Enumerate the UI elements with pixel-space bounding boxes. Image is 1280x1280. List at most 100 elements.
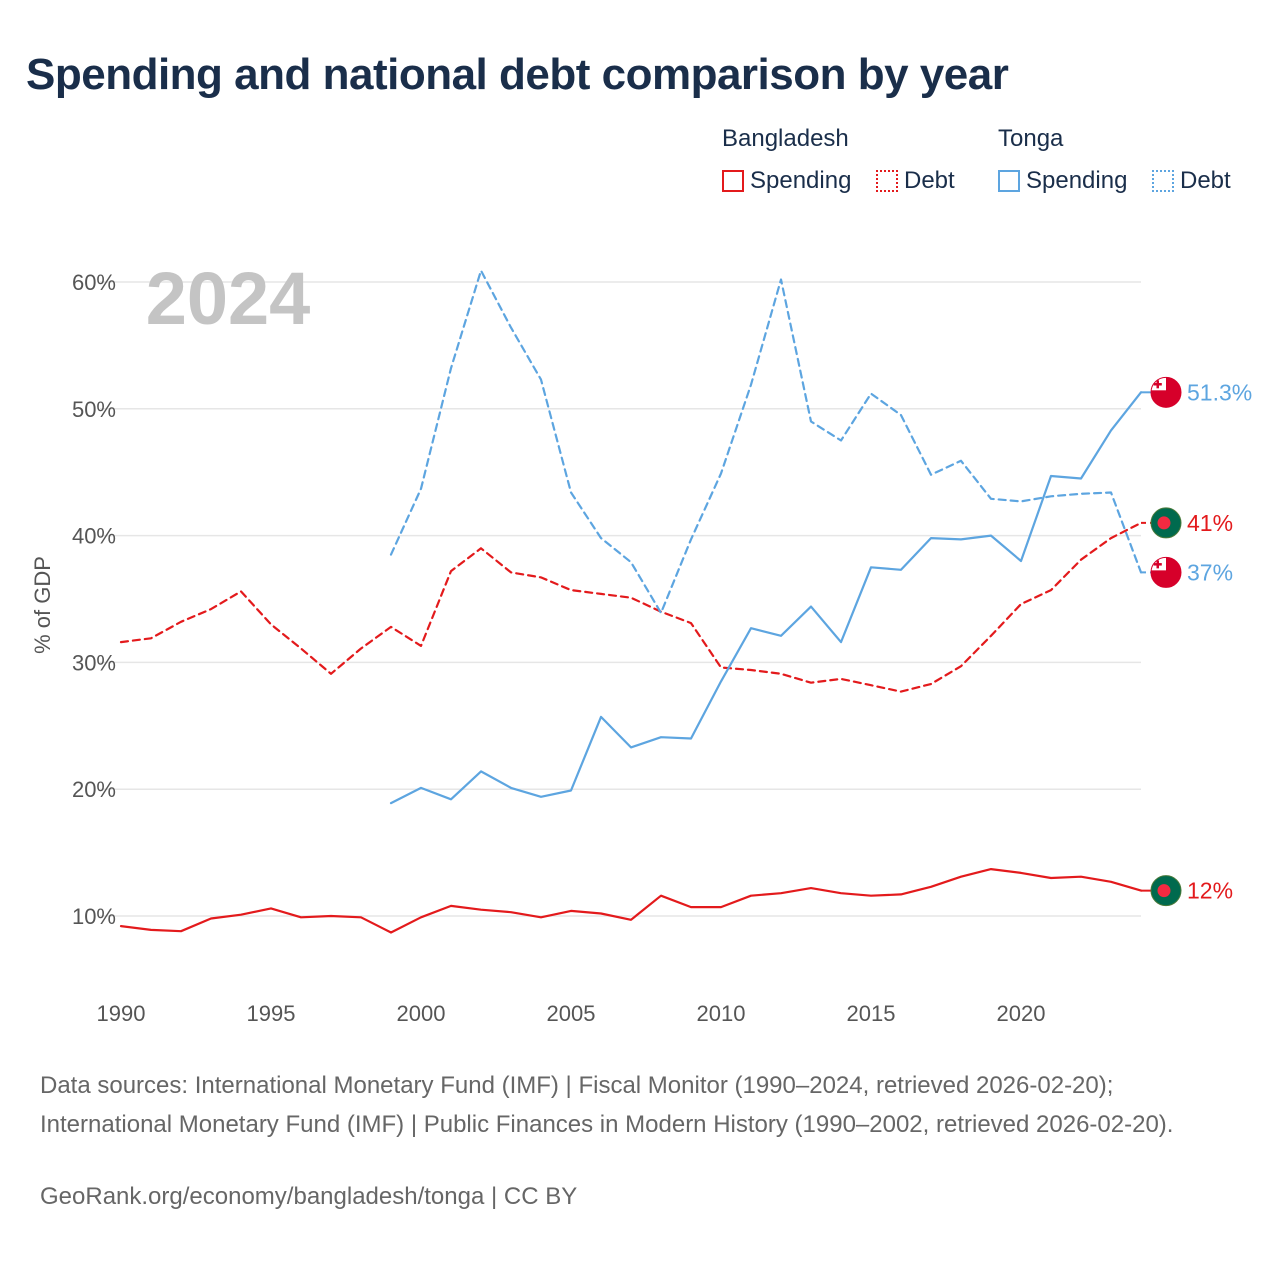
data-point[interactable] xyxy=(808,418,814,424)
data-point[interactable] xyxy=(1048,493,1054,499)
data-point[interactable] xyxy=(928,681,934,687)
data-point[interactable] xyxy=(628,917,634,923)
data-point[interactable] xyxy=(1048,875,1054,881)
series-line-tonga-spending[interactable] xyxy=(389,391,1143,805)
data-point[interactable] xyxy=(568,489,574,495)
data-point[interactable] xyxy=(118,639,124,645)
data-point[interactable] xyxy=(658,610,664,616)
data-point[interactable] xyxy=(1078,874,1084,880)
data-point[interactable] xyxy=(958,536,964,542)
data-point[interactable] xyxy=(658,893,664,899)
data-point[interactable] xyxy=(1018,870,1024,876)
data-point[interactable] xyxy=(748,893,754,899)
data-point[interactable] xyxy=(718,470,724,476)
data-point[interactable] xyxy=(298,645,304,651)
data-point[interactable] xyxy=(508,569,514,575)
data-point[interactable] xyxy=(628,744,634,750)
data-point[interactable] xyxy=(388,929,394,935)
data-point[interactable] xyxy=(598,535,604,541)
data-point[interactable] xyxy=(508,909,514,915)
data-point[interactable] xyxy=(1108,489,1114,495)
data-point[interactable] xyxy=(898,689,904,695)
legend-bangladesh-spending[interactable]: Spending xyxy=(722,166,851,196)
data-point[interactable] xyxy=(838,438,844,444)
data-point[interactable] xyxy=(748,382,754,388)
data-point[interactable] xyxy=(718,678,724,684)
data-point[interactable] xyxy=(928,472,934,478)
data-point[interactable] xyxy=(418,643,424,649)
data-point[interactable] xyxy=(598,714,604,720)
data-point[interactable] xyxy=(898,412,904,418)
data-point[interactable] xyxy=(478,545,484,551)
data-point[interactable] xyxy=(598,591,604,597)
data-point[interactable] xyxy=(148,635,154,641)
data-point[interactable] xyxy=(388,800,394,806)
data-point[interactable] xyxy=(538,574,544,580)
data-point[interactable] xyxy=(478,768,484,774)
data-point[interactable] xyxy=(418,486,424,492)
data-point[interactable] xyxy=(358,914,364,920)
data-point[interactable] xyxy=(238,588,244,594)
data-point[interactable] xyxy=(988,633,994,639)
data-point[interactable] xyxy=(1048,587,1054,593)
series-line-bangladesh-debt[interactable] xyxy=(119,521,1143,693)
data-point[interactable] xyxy=(988,496,994,502)
data-point[interactable] xyxy=(328,671,334,677)
legend-bangladesh-debt[interactable]: Debt xyxy=(876,166,955,196)
data-point[interactable] xyxy=(688,735,694,741)
data-point[interactable] xyxy=(1018,601,1024,607)
data-point[interactable] xyxy=(928,884,934,890)
data-point[interactable] xyxy=(628,595,634,601)
data-point[interactable] xyxy=(778,671,784,677)
data-point[interactable] xyxy=(568,908,574,914)
data-point[interactable] xyxy=(778,633,784,639)
data-point[interactable] xyxy=(718,904,724,910)
data-point[interactable] xyxy=(388,624,394,630)
data-point[interactable] xyxy=(868,391,874,397)
data-point[interactable] xyxy=(958,874,964,880)
data-point[interactable] xyxy=(478,907,484,913)
data-point[interactable] xyxy=(208,606,214,612)
data-point[interactable] xyxy=(358,645,364,651)
data-point[interactable] xyxy=(448,903,454,909)
data-point[interactable] xyxy=(868,564,874,570)
data-point[interactable] xyxy=(808,604,814,610)
data-point[interactable] xyxy=(808,680,814,686)
data-point[interactable] xyxy=(418,914,424,920)
data-point[interactable] xyxy=(718,664,724,670)
data-point[interactable] xyxy=(118,923,124,929)
data-point[interactable] xyxy=(868,893,874,899)
data-point[interactable] xyxy=(958,663,964,669)
data-point[interactable] xyxy=(508,785,514,791)
data-point[interactable] xyxy=(928,535,934,541)
legend-tonga-debt[interactable]: Debt xyxy=(1152,166,1231,196)
data-point[interactable] xyxy=(148,927,154,933)
data-point[interactable] xyxy=(658,734,664,740)
data-point[interactable] xyxy=(268,621,274,627)
series-line-bangladesh-spending[interactable] xyxy=(119,867,1143,934)
data-point[interactable] xyxy=(1078,491,1084,497)
data-point[interactable] xyxy=(688,620,694,626)
data-point[interactable] xyxy=(958,458,964,464)
data-point[interactable] xyxy=(1048,473,1054,479)
data-point[interactable] xyxy=(898,567,904,573)
legend-tonga-spending[interactable]: Spending xyxy=(998,166,1127,196)
data-point[interactable] xyxy=(808,885,814,891)
data-point[interactable] xyxy=(748,667,754,673)
data-point[interactable] xyxy=(388,552,394,558)
data-point[interactable] xyxy=(538,377,544,383)
data-point[interactable] xyxy=(898,891,904,897)
data-point[interactable] xyxy=(208,916,214,922)
data-point[interactable] xyxy=(778,276,784,282)
data-point[interactable] xyxy=(1108,427,1114,433)
data-point[interactable] xyxy=(418,785,424,791)
data-point[interactable] xyxy=(688,536,694,542)
data-point[interactable] xyxy=(748,625,754,631)
data-point[interactable] xyxy=(238,912,244,918)
data-point[interactable] xyxy=(478,268,484,274)
data-point[interactable] xyxy=(1018,558,1024,564)
data-point[interactable] xyxy=(868,682,874,688)
data-point[interactable] xyxy=(268,905,274,911)
data-point[interactable] xyxy=(448,796,454,802)
data-point[interactable] xyxy=(988,533,994,539)
